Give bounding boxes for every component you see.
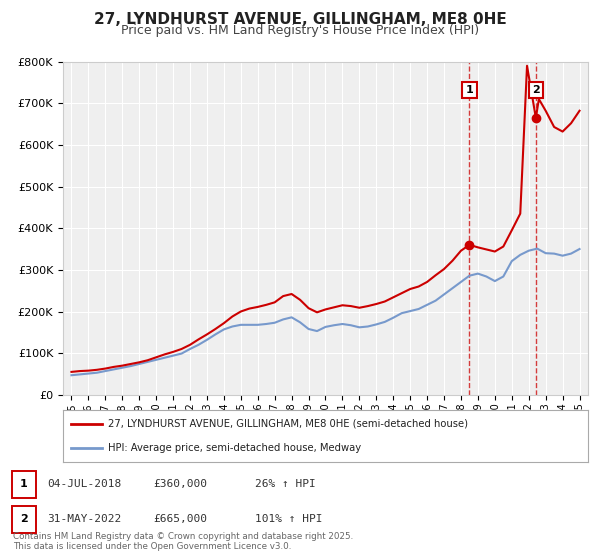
Text: HPI: Average price, semi-detached house, Medway: HPI: Average price, semi-detached house,… <box>107 443 361 453</box>
Text: 27, LYNDHURST AVENUE, GILLINGHAM, ME8 0HE: 27, LYNDHURST AVENUE, GILLINGHAM, ME8 0H… <box>94 12 506 27</box>
Text: £665,000: £665,000 <box>153 514 207 524</box>
Text: 27, LYNDHURST AVENUE, GILLINGHAM, ME8 0HE (semi-detached house): 27, LYNDHURST AVENUE, GILLINGHAM, ME8 0H… <box>107 419 467 429</box>
Text: 1: 1 <box>20 479 28 489</box>
Text: 101% ↑ HPI: 101% ↑ HPI <box>255 514 323 524</box>
Text: £360,000: £360,000 <box>153 479 207 489</box>
Text: 04-JUL-2018: 04-JUL-2018 <box>47 479 121 489</box>
Text: 31-MAY-2022: 31-MAY-2022 <box>47 514 121 524</box>
Text: Contains HM Land Registry data © Crown copyright and database right 2025.
This d: Contains HM Land Registry data © Crown c… <box>13 531 353 551</box>
Text: 2: 2 <box>532 85 540 95</box>
Text: 26% ↑ HPI: 26% ↑ HPI <box>255 479 316 489</box>
Text: 1: 1 <box>466 85 473 95</box>
Text: 2: 2 <box>20 514 28 524</box>
Text: Price paid vs. HM Land Registry's House Price Index (HPI): Price paid vs. HM Land Registry's House … <box>121 24 479 37</box>
